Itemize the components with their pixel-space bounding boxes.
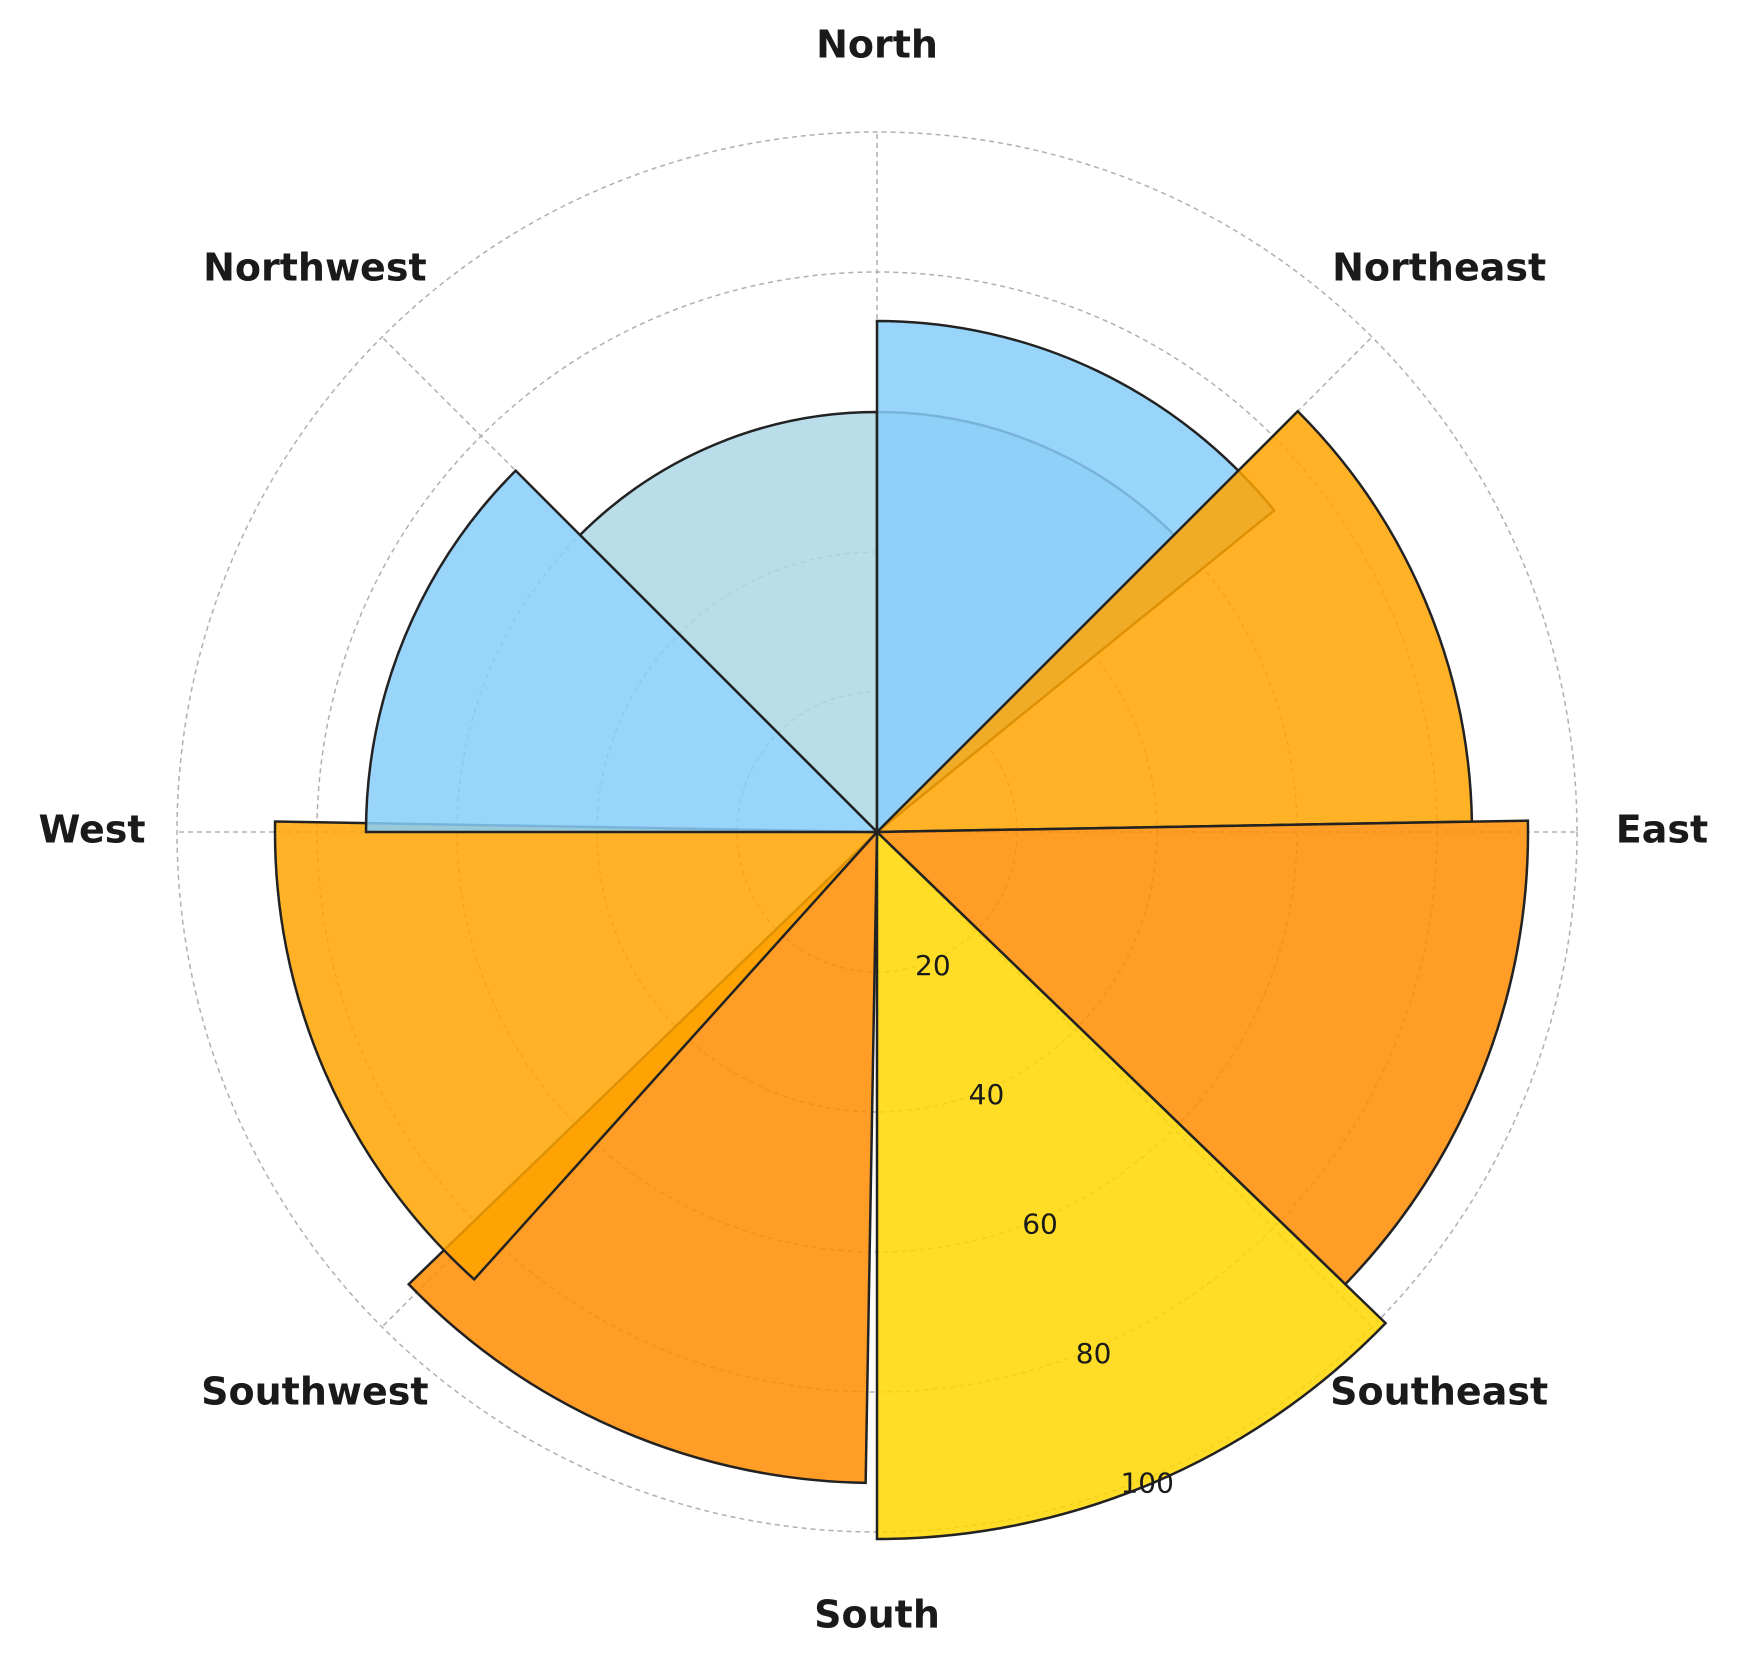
direction-label-south: South: [814, 1593, 940, 1637]
radial-tick-label: 60: [1022, 1208, 1058, 1241]
radial-tick-label: 80: [1076, 1337, 1112, 1370]
direction-label-southwest: Southwest: [201, 1370, 428, 1414]
polar-bar-wedge: [873, 409, 1474, 834]
radial-tick-label: 20: [915, 949, 951, 982]
direction-labels: North Northeast East Southeast South Southwes…: [38, 23, 1708, 1637]
direction-label-west: West: [38, 808, 145, 852]
direction-label-northeast: Northeast: [1332, 245, 1546, 289]
polar-bar-wedge: [873, 819, 1530, 1286]
direction-label-north: North: [816, 23, 938, 67]
polar-bar-wedge: [406, 829, 879, 1485]
polar-bar-wedge: [364, 468, 881, 834]
polar-bar-wedge: [578, 410, 879, 836]
direction-label-east: East: [1616, 808, 1708, 852]
direction-label-northwest: Northwest: [203, 245, 427, 289]
direction-label-southeast: Southeast: [1330, 1370, 1548, 1414]
radial-tick-label: 100: [1120, 1466, 1173, 1499]
radial-tick-label: 40: [969, 1078, 1005, 1111]
radial-tick-labels: 20 40 60 80 100: [915, 949, 1174, 1499]
polar-bar-wedge: [273, 820, 880, 1282]
wedge-layer: [273, 319, 1530, 1541]
polar-bar-wedge: [875, 829, 1388, 1541]
